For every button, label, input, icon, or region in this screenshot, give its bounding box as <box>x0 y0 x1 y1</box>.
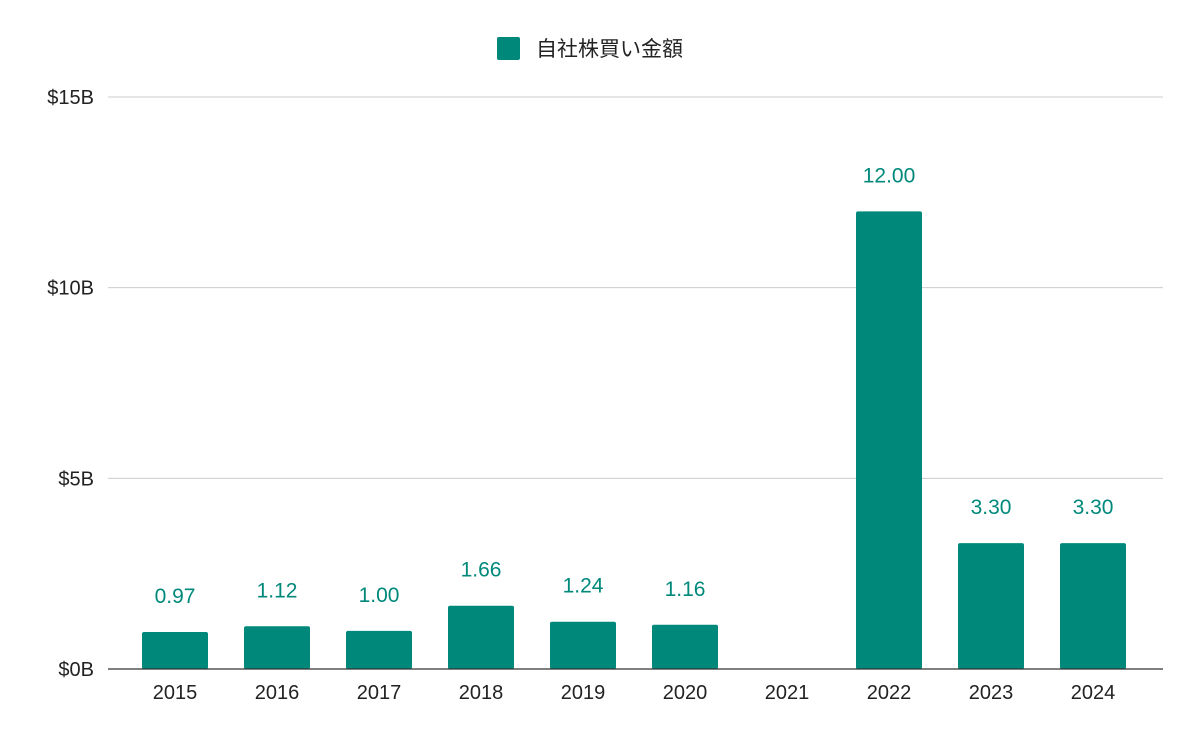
bar-2015 <box>142 632 208 669</box>
bar-2024 <box>1060 543 1126 669</box>
bar-2017 <box>346 630 412 669</box>
x-tick-label-2019: 2019 <box>561 682 606 704</box>
data-label-2015: 0.97 <box>155 585 196 608</box>
y-tick-label: $5B <box>58 468 94 490</box>
x-axis: 2015 2016 2017 2018 2019 2020 2021 2022 2023 2024 <box>153 682 1116 704</box>
data-label-2020: 1.16 <box>665 578 706 601</box>
bar-2020 <box>652 624 718 669</box>
data-label-2024: 3.30 <box>1073 496 1114 519</box>
y-tick-label: $10B <box>47 278 94 300</box>
x-tick-label-2024: 2024 <box>1071 682 1116 704</box>
bar-2022 <box>856 211 922 669</box>
bar-2018 <box>448 605 514 669</box>
bar-2016 <box>244 626 310 669</box>
x-tick-label-2015: 2015 <box>153 682 198 704</box>
x-tick-label-2021: 2021 <box>765 682 810 704</box>
data-label-2018: 1.66 <box>461 559 502 582</box>
bar-2023 <box>958 543 1024 669</box>
y-tick-label: $0B <box>58 659 94 681</box>
bar-2019 <box>550 621 616 669</box>
y-tick-label: $15B <box>47 87 94 109</box>
data-labels: 0.97 1.12 1.00 1.66 1.24 1.16 12.00 3.30 3.30 <box>155 164 1114 608</box>
data-label-2019: 1.24 <box>563 575 604 598</box>
data-label-2016: 1.12 <box>257 579 298 602</box>
data-label-2017: 1.00 <box>359 584 400 607</box>
bars <box>142 211 1126 669</box>
x-tick-label-2023: 2023 <box>969 682 1014 704</box>
x-tick-label-2022: 2022 <box>867 682 912 704</box>
data-label-2023: 3.30 <box>971 496 1012 519</box>
legend-swatch <box>497 37 520 60</box>
x-tick-label-2018: 2018 <box>459 682 504 704</box>
gridlines <box>108 96 1163 479</box>
legend: 自社株買い金額 <box>497 37 683 61</box>
x-tick-label-2020: 2020 <box>663 682 708 704</box>
y-axis: $0B $5B $10B $15B <box>47 87 94 681</box>
x-tick-label-2016: 2016 <box>255 682 300 704</box>
data-label-2022: 12.00 <box>863 164 916 187</box>
x-tick-label-2017: 2017 <box>357 682 402 704</box>
legend-label: 自社株買い金額 <box>536 37 683 61</box>
